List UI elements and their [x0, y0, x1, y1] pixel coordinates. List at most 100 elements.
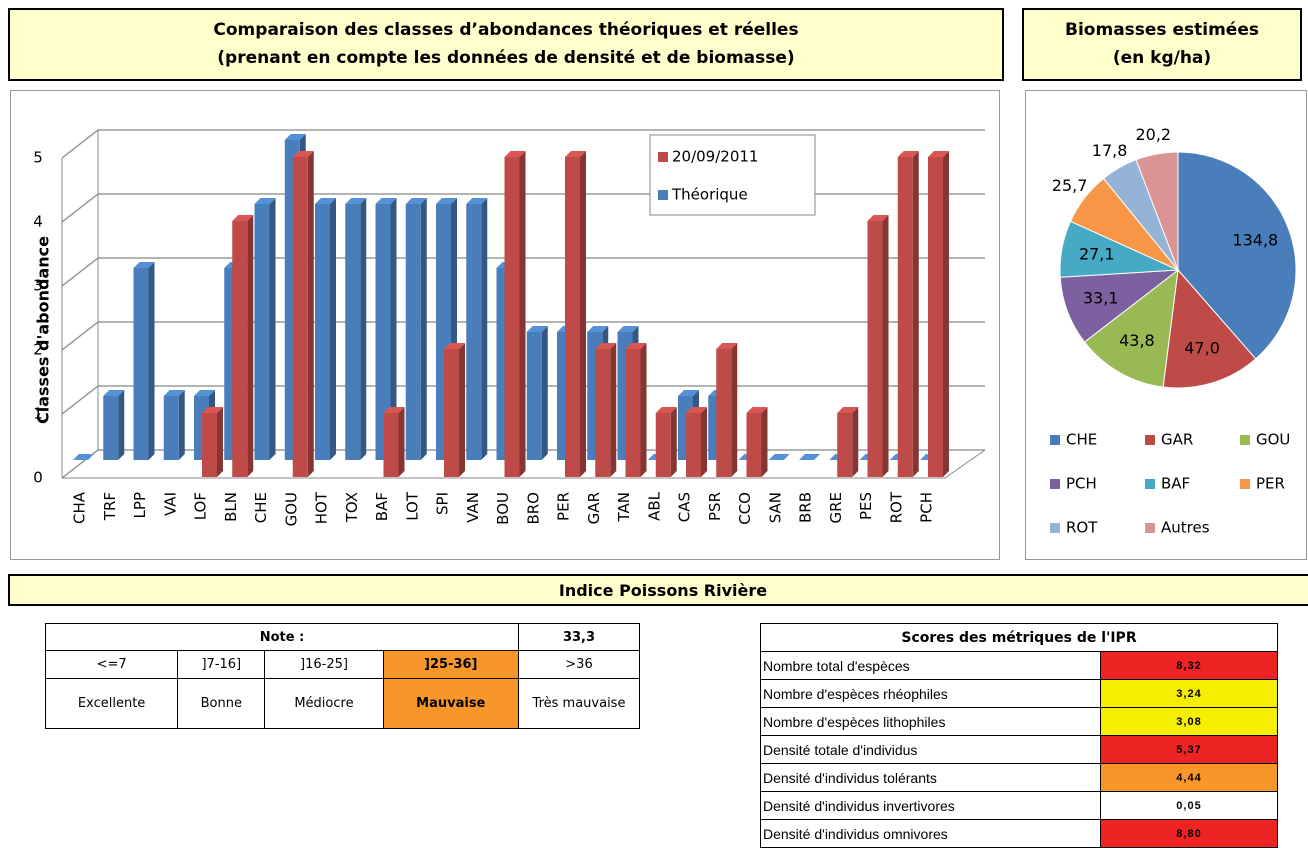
bar-top [595, 343, 617, 349]
y-tick-label: 4 [33, 213, 43, 231]
class-cell: Excellente [44, 678, 179, 729]
x-tick-label: CHE [252, 492, 270, 523]
x-tick-label: BRO [524, 492, 542, 525]
legend-label: BAF [1161, 475, 1190, 493]
bar [549, 471, 556, 477]
bar-side [791, 471, 798, 477]
x-tick-label: LOF [192, 492, 210, 520]
bar-top [837, 407, 859, 413]
metric-row: Densité d'individus invertivores 0,05 [760, 791, 1278, 820]
x-tick-label: LPP [131, 492, 149, 518]
bar [405, 198, 427, 460]
legend-label: Théorique [671, 186, 748, 204]
pie-slice [1135, 151, 1179, 271]
metric-name: Nombre d'espèces lithophiles [760, 707, 1101, 736]
bar-front [837, 413, 853, 477]
bar-side [489, 471, 496, 477]
bar-front [928, 157, 943, 477]
subtitle: (en kg/ha) [1112, 48, 1212, 68]
legend-swatch [1240, 479, 1250, 489]
x-tick-label: VAN [464, 492, 482, 523]
bar-side [247, 215, 254, 477]
bar-top [565, 151, 586, 157]
metric-name: Nombre total d'espèces [760, 651, 1101, 680]
bar-front [466, 204, 482, 460]
bar-side [670, 407, 677, 477]
x-tick-label: TRF [101, 492, 119, 521]
x-tick-label: CCO [736, 492, 754, 525]
bar-top [133, 262, 155, 268]
bar-top [504, 151, 526, 157]
metric-value: 3,24 [1100, 679, 1278, 708]
class-cell: Bonne [177, 678, 266, 729]
metric-name: Densité d'individus invertivores [760, 791, 1101, 820]
bar [73, 454, 94, 460]
bar-front [526, 332, 542, 460]
bar [686, 407, 707, 477]
bar-side [338, 471, 344, 477]
bar-top [897, 151, 919, 157]
bar-front [504, 157, 520, 477]
x-tick-label: ROT [887, 491, 905, 523]
metric-row: Nombre d'espèces rhéophiles 3,24 [760, 679, 1278, 708]
bar-top [686, 407, 707, 413]
x-tick-label: SPI [434, 492, 452, 515]
pie-header: Biomasses estimées (en kg/ha) [1022, 8, 1302, 81]
bar [156, 471, 163, 477]
bar-top [587, 326, 609, 332]
bar-front [103, 396, 119, 460]
legend-swatch [1145, 479, 1155, 489]
bar [768, 454, 790, 460]
metric-row: Densité d'individus omnivores 8,80 [760, 819, 1278, 848]
metric-value: 5,37 [1100, 735, 1278, 764]
bar [837, 407, 859, 477]
bar-front [292, 157, 308, 477]
bar-front [202, 413, 217, 477]
data-label: 27,1 [1079, 245, 1115, 264]
ipr-banner: Indice Poissons Rivière [8, 574, 1308, 606]
bar-top [383, 407, 405, 413]
legend-swatch [1240, 435, 1250, 445]
bar-front [163, 396, 179, 460]
class-cell: Très mauvaise [518, 678, 640, 729]
bar [444, 343, 465, 477]
bar-top [284, 134, 306, 140]
pie-slice [1162, 268, 1257, 389]
bar-front [595, 349, 611, 477]
bar-front [444, 349, 459, 477]
bar [383, 407, 405, 477]
bar [254, 198, 276, 460]
class-cell: Médiocre [264, 678, 384, 729]
bar [897, 151, 919, 477]
legend-swatch [1050, 523, 1060, 533]
data-label: 17,8 [1092, 141, 1128, 160]
metric-row: Nombre d'espèces lithophiles 3,08 [760, 707, 1278, 736]
bar-top [768, 454, 790, 460]
bar [867, 215, 889, 477]
chart-header: Comparaison des classes d’abondances thé… [8, 8, 1004, 81]
bar-top [678, 390, 699, 396]
bar-front [254, 204, 270, 460]
bar-top [405, 198, 427, 204]
bar-front [746, 413, 762, 477]
bar-side [186, 471, 193, 477]
bar [368, 471, 375, 477]
bar-front [625, 349, 641, 477]
bar [133, 262, 155, 460]
bar [716, 343, 738, 477]
subtitle: (prenant en compte les données de densit… [217, 48, 795, 68]
x-tick-label: TOX [343, 492, 361, 523]
x-tick-label: ABL [645, 491, 663, 521]
bar-side [701, 407, 707, 477]
metrics-table: Scores des métriques de l'IPR Nombre tot… [760, 623, 1278, 848]
pie-frame [1025, 90, 1307, 560]
bar-top [292, 151, 314, 157]
metric-name: Densité totale d'individus [760, 735, 1101, 764]
bar-side [360, 198, 367, 460]
legend-label: GOU [1256, 431, 1290, 449]
bar-top [625, 343, 647, 349]
floor [62, 449, 986, 479]
bar-side [640, 343, 647, 477]
